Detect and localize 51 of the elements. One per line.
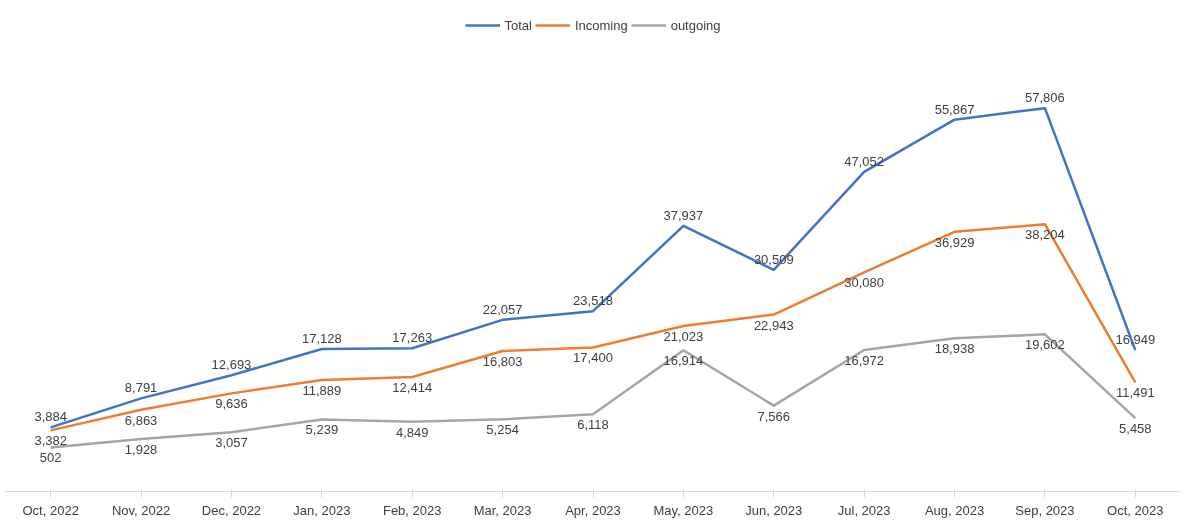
- data-label: 7,566: [757, 408, 791, 424]
- data-label: 17,400: [573, 350, 613, 366]
- legend-label: Total: [504, 17, 532, 33]
- x-tick-label: Jul, 2023: [837, 502, 891, 518]
- data-label: 17,128: [301, 331, 342, 347]
- x-tick-label: May, 2023: [653, 502, 714, 518]
- data-label: 1,928: [124, 442, 158, 458]
- x-tick-label: Feb, 2023: [382, 502, 442, 518]
- data-label: 16,803: [482, 353, 523, 369]
- data-label: 16,914: [663, 353, 704, 369]
- data-label: 36,929: [934, 234, 975, 250]
- data-label: 12,414: [392, 379, 433, 395]
- data-label: 3,382: [34, 433, 67, 449]
- data-label: 18,938: [934, 341, 975, 357]
- x-tick-label: Jan, 2023: [293, 502, 351, 518]
- x-tick-label: Dec, 2022: [201, 502, 262, 518]
- data-label: 8,791: [124, 380, 158, 396]
- data-label: 11,491: [1115, 385, 1155, 401]
- x-tick-label: Jun, 2023: [745, 502, 803, 518]
- legend-label: Incoming: [574, 17, 628, 33]
- data-label: 16,972: [844, 352, 885, 368]
- x-tick-label: Aug, 2023: [924, 502, 985, 518]
- legend-label: outgoing: [670, 17, 721, 33]
- data-label: 6,863: [124, 412, 158, 428]
- data-label: 3,884: [34, 409, 67, 425]
- data-label: 47,052: [844, 153, 885, 169]
- data-label: 502: [39, 450, 62, 466]
- x-tick-label: Oct, 2022: [22, 502, 79, 518]
- x-tick-label: Sep, 2023: [1015, 502, 1075, 518]
- x-tick-label: Apr, 2023: [565, 502, 621, 518]
- data-label: 4,849: [395, 424, 429, 440]
- x-tick-label: Nov, 2022: [111, 502, 171, 518]
- data-label: 9,636: [215, 396, 248, 412]
- data-label: 22,057: [482, 301, 523, 317]
- data-label: 37,937: [663, 207, 704, 223]
- data-label: 11,889: [302, 383, 342, 399]
- data-label: 30,080: [844, 275, 885, 291]
- data-label: 6,118: [577, 417, 609, 433]
- data-label: 22,943: [753, 317, 794, 333]
- data-label: 19,602: [1025, 337, 1065, 353]
- data-label: 21,023: [663, 328, 704, 344]
- data-label: 5,458: [1119, 421, 1152, 437]
- x-tick-label: Oct, 2023: [1107, 502, 1164, 518]
- data-label: 5,239: [305, 422, 339, 438]
- x-tick-label: Mar, 2023: [473, 502, 532, 518]
- data-label: 55,867: [934, 101, 975, 117]
- data-label: 17,263: [392, 330, 433, 346]
- data-label: 5,254: [486, 422, 519, 438]
- data-label: 12,693: [211, 357, 252, 373]
- data-label: 57,806: [1025, 90, 1065, 106]
- data-label: 3,057: [215, 435, 248, 451]
